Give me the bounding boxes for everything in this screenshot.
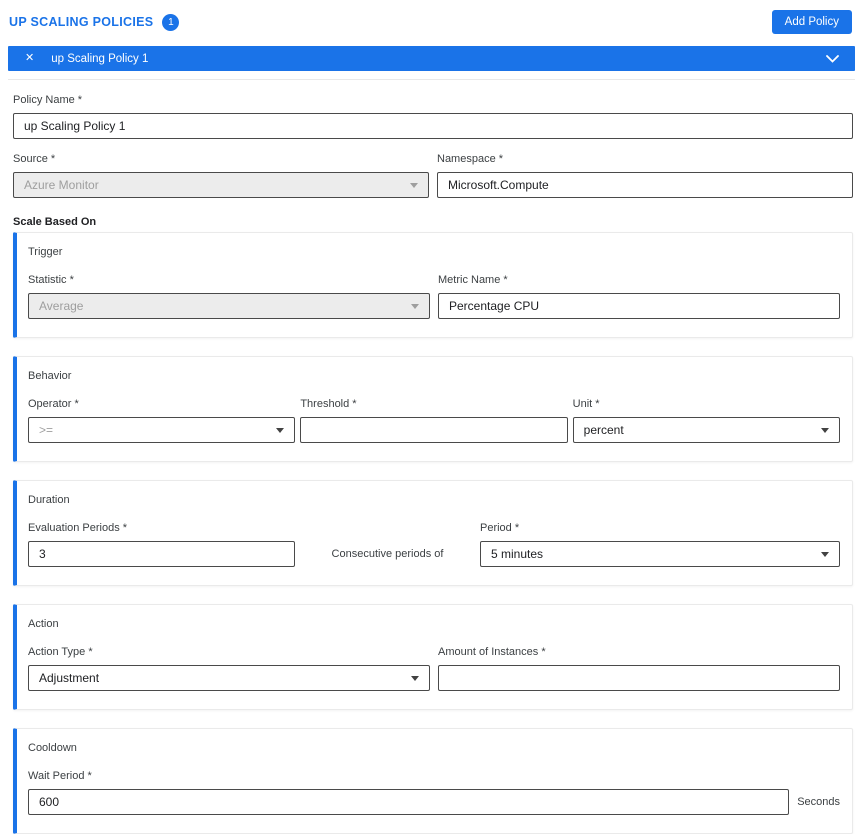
close-icon[interactable]: ✕ — [25, 52, 35, 64]
source-label: Source * — [13, 153, 56, 165]
operator-select-value: >= — [39, 423, 54, 437]
threshold-label: Threshold * — [300, 398, 357, 410]
evaluation-periods-label: Evaluation Periods * — [28, 522, 128, 534]
namespace-label: Namespace * — [437, 153, 504, 165]
metric-name-input[interactable] — [438, 293, 840, 319]
unit-select[interactable]: percent — [572, 417, 840, 443]
dropdown-arrow-icon — [411, 675, 419, 681]
statistic-select[interactable]: Average — [28, 293, 430, 319]
duration-card-title: Duration — [28, 494, 70, 506]
dropdown-arrow-icon — [821, 427, 829, 433]
source-field: Source * Azure Monitor — [13, 153, 429, 198]
dropdown-arrow-icon — [410, 182, 418, 188]
threshold-input[interactable] — [300, 417, 568, 443]
trigger-card-title: Trigger — [28, 246, 63, 258]
duration-card: Duration Evaluation Periods * Consecutiv… — [13, 480, 853, 586]
source-select-value: Azure Monitor — [24, 178, 99, 192]
namespace-field: Namespace * — [437, 153, 853, 198]
amount-of-instances-label: Amount of Instances * — [438, 646, 546, 658]
cooldown-card-title: Cooldown — [28, 742, 77, 754]
behavior-card: Behavior Operator * >= Threshold * Unit … — [13, 356, 853, 462]
action-type-label: Action Type * — [28, 646, 93, 658]
namespace-input[interactable] — [437, 172, 853, 198]
action-type-select[interactable]: Adjustment — [28, 665, 430, 691]
wait-period-row: Seconds — [28, 789, 840, 815]
unit-select-value: percent — [583, 423, 624, 437]
unit-label: Unit * — [572, 398, 600, 410]
period-field: Period * 5 minutes — [480, 522, 840, 567]
source-namespace-row: Source * Azure Monitor Namespace * — [13, 153, 853, 198]
dropdown-arrow-icon — [411, 303, 419, 309]
policy-bar-title: up Scaling Policy 1 — [51, 52, 149, 65]
consecutive-periods-text: Consecutive periods of — [331, 548, 444, 560]
amount-of-instances-field: Amount of Instances * — [438, 646, 840, 691]
evaluation-periods-field: Evaluation Periods * — [28, 522, 295, 567]
policy-count-badge: 1 — [162, 13, 180, 31]
dropdown-arrow-icon — [821, 551, 829, 557]
policy-name-input[interactable] — [13, 113, 853, 139]
action-type-select-value: Adjustment — [39, 671, 100, 685]
metric-name-field: Metric Name * — [438, 274, 840, 319]
chevron-down-icon[interactable] — [826, 54, 839, 63]
divider — [8, 79, 855, 80]
operator-label: Operator * — [28, 398, 79, 410]
behavior-card-title: Behavior — [28, 370, 72, 382]
action-fields-row: Action Type * Adjustment Amount of Insta… — [28, 646, 840, 691]
wait-period-label: Wait Period * — [28, 770, 92, 782]
panel-header: UP SCALING POLICIES 1 Add Policy — [8, 6, 855, 36]
period-select-value: 5 minutes — [491, 547, 544, 561]
evaluation-periods-input[interactable] — [28, 541, 295, 567]
cooldown-card: Cooldown Wait Period * Seconds — [13, 728, 853, 834]
dropdown-arrow-icon — [276, 427, 285, 433]
amount-of-instances-input[interactable] — [438, 665, 840, 691]
action-card-title: Action — [28, 618, 59, 630]
statistic-select-value: Average — [39, 299, 84, 313]
seconds-text: Seconds — [797, 796, 840, 808]
statistic-field: Statistic * Average — [28, 274, 430, 319]
unit-field: Unit * percent — [572, 398, 840, 443]
policy-name-label: Policy Name * — [13, 94, 83, 106]
source-select[interactable]: Azure Monitor — [13, 172, 429, 198]
policy-accordion-bar[interactable]: ✕ up Scaling Policy 1 — [8, 46, 855, 71]
behavior-fields-row: Operator * >= Threshold * Unit * percent — [28, 398, 840, 443]
statistic-label: Statistic * — [28, 274, 74, 286]
panel-title-group: UP SCALING POLICIES 1 — [9, 13, 180, 31]
page-title: UP SCALING POLICIES — [9, 15, 154, 29]
policy-form: Policy Name * Source * Azure Monitor Nam… — [8, 94, 855, 834]
operator-select[interactable]: >= — [28, 417, 296, 443]
scale-based-on-label: Scale Based On — [13, 216, 97, 228]
duration-fields-row: Evaluation Periods * Consecutive periods… — [28, 522, 840, 567]
wait-period-input[interactable] — [28, 789, 790, 815]
policy-name-field: Policy Name * — [13, 94, 853, 139]
operator-field: Operator * >= — [28, 398, 296, 443]
threshold-field: Threshold * — [300, 398, 568, 443]
trigger-fields-row: Statistic * Average Metric Name * — [28, 274, 840, 319]
period-select[interactable]: 5 minutes — [480, 541, 840, 567]
action-type-field: Action Type * Adjustment — [28, 646, 430, 691]
action-card: Action Action Type * Adjustment Amount o… — [13, 604, 853, 710]
trigger-card: Trigger Statistic * Average Metric Name … — [13, 232, 853, 338]
wait-period-field: Wait Period * Seconds — [28, 770, 840, 815]
period-label: Period * — [480, 522, 520, 534]
metric-name-label: Metric Name * — [438, 274, 508, 286]
add-policy-button[interactable]: Add Policy — [771, 10, 852, 34]
